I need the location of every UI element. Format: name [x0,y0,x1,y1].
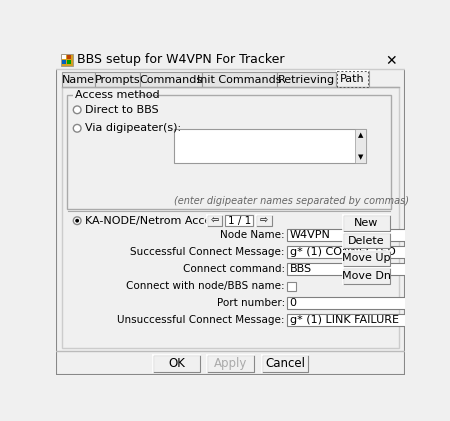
Bar [343,251,390,266]
Bar [287,282,296,291]
Text: Path: Path [340,74,364,84]
Bar [343,233,390,248]
Text: Move Up: Move Up [342,253,391,264]
Bar [287,229,414,242]
Circle shape [73,106,81,114]
Bar [202,72,277,88]
Bar [287,297,414,309]
Bar [56,51,405,69]
Bar [140,72,202,88]
Text: Apply: Apply [214,357,248,370]
Text: 0: 0 [289,298,297,308]
Text: OK: OK [168,357,185,370]
Text: Access method: Access method [75,90,159,100]
Bar [225,215,253,226]
Text: BBS setup for W4VPN For Tracker: BBS setup for W4VPN For Tracker [77,53,285,66]
Text: ⇦: ⇦ [210,216,218,226]
Text: W4VPN: W4VPN [289,230,330,240]
Bar [343,215,390,231]
Bar [67,60,71,64]
Bar [207,215,222,226]
Text: Retrieving: Retrieving [278,75,335,85]
Text: KA-NODE/Netrom Access: KA-NODE/Netrom Access [85,216,223,226]
Bar [261,355,308,373]
Text: Prompts: Prompts [94,75,140,85]
Text: Unsuccessful Connect Message:: Unsuccessful Connect Message: [117,315,285,325]
Bar [95,72,140,88]
Bar [344,251,390,267]
Bar [63,60,66,64]
Bar [73,91,139,99]
Circle shape [73,217,81,224]
Bar [337,71,368,87]
Text: Cancel: Cancel [265,357,305,370]
Bar [336,71,369,88]
Text: 1 / 1: 1 / 1 [228,216,251,226]
Bar [287,263,414,275]
Text: ▼: ▼ [358,154,364,160]
Bar [154,356,200,373]
Text: New: New [354,218,378,228]
Text: g* (1) LINK FAILURE: g* (1) LINK FAILURE [289,315,399,325]
Text: Delete: Delete [348,236,385,246]
Bar [63,55,66,59]
Bar [344,234,390,249]
Bar [174,129,366,163]
Text: Direct to BBS: Direct to BBS [85,105,158,115]
Text: ⇨: ⇨ [260,216,268,226]
Text: Move Dn: Move Dn [342,271,391,281]
Text: BBS: BBS [289,264,312,274]
Bar [344,269,390,285]
Bar [67,95,391,209]
Bar [67,55,71,59]
Circle shape [75,219,79,223]
Bar [344,216,390,232]
Bar [208,356,255,373]
Bar [257,216,273,227]
Bar [277,72,336,88]
Circle shape [73,125,81,132]
Bar [262,356,309,373]
Bar [63,72,95,88]
Bar [356,129,366,163]
Text: Via digipeater(s):: Via digipeater(s): [85,123,181,133]
Bar [287,246,414,258]
Bar [256,215,272,226]
Text: ✕: ✕ [385,53,397,67]
Text: Name: Name [62,75,95,85]
Text: ▲: ▲ [358,132,364,138]
Text: Successful Connect Message:: Successful Connect Message: [130,247,285,257]
Bar [61,53,73,66]
Text: Node Name:: Node Name: [220,230,285,240]
Text: Commands: Commands [140,75,202,85]
Text: Init Commands: Init Commands [197,75,282,85]
Bar [63,88,399,348]
Bar [207,216,223,227]
Text: g* (1) CONNECTED: g* (1) CONNECTED [289,247,395,257]
Bar [153,355,200,373]
Bar [287,314,414,326]
Text: Port number:: Port number: [216,298,285,308]
Bar [343,269,390,284]
Text: Connect command:: Connect command: [183,264,285,274]
Text: Connect with node/BBS name:: Connect with node/BBS name: [126,281,285,291]
Bar [207,355,254,373]
Text: (enter digipeater names separated by commas): (enter digipeater names separated by com… [174,197,409,206]
